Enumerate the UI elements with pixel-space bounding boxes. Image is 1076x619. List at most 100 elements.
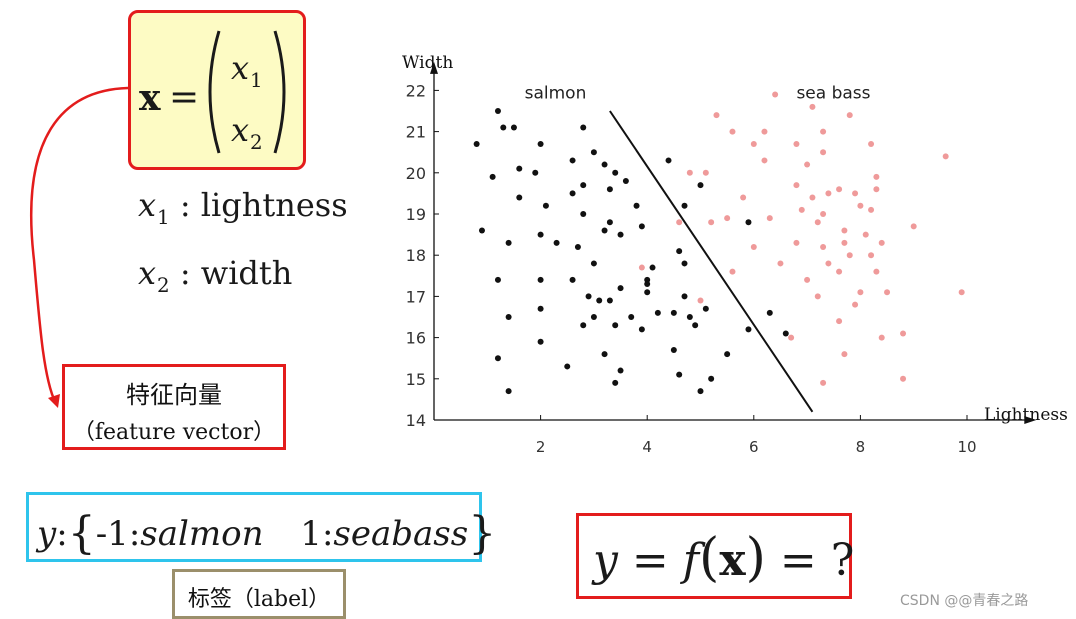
salmon-point <box>612 379 619 386</box>
salmon-series <box>473 108 789 395</box>
seabass-point <box>942 153 949 160</box>
seabass-point <box>638 264 645 271</box>
salmon-point <box>489 173 496 180</box>
feature-1-var: x <box>138 186 157 224</box>
seabass-point <box>750 140 757 147</box>
seabass-point <box>841 239 848 246</box>
seabass-point <box>878 334 885 341</box>
vector-x-symbol: x <box>139 77 161 119</box>
y-tick-label: 22 <box>406 81 426 100</box>
x-tick-label: 4 <box>642 438 652 456</box>
salmon-point <box>494 355 501 362</box>
neg-one: -1 <box>95 514 129 554</box>
seabass-point <box>761 157 768 164</box>
label-y: y <box>37 514 57 554</box>
salmon-point <box>537 338 544 345</box>
salmon-point <box>564 363 571 370</box>
x-tick-label: 6 <box>749 438 759 456</box>
salmon-point <box>612 169 619 176</box>
seabass-point <box>868 206 875 213</box>
colon-3: : <box>321 514 334 554</box>
x-tick-label: 8 <box>856 438 866 456</box>
salmon-point <box>681 260 688 267</box>
vector-parentheses <box>208 30 286 154</box>
salmon-point <box>638 223 645 230</box>
seabass-point <box>809 103 816 110</box>
seabass-label: seabass <box>333 514 469 554</box>
feature-1-description: x1 : lightness <box>138 186 348 229</box>
seabass-point <box>676 219 683 226</box>
seabass-point <box>814 219 821 226</box>
salmon-point <box>638 326 645 333</box>
seabass-point <box>873 268 880 275</box>
component-2-var: x <box>231 111 250 149</box>
seabass-point <box>708 219 715 226</box>
salmon-point <box>606 219 613 226</box>
pos-one: 1 <box>300 514 322 554</box>
seabass-point <box>820 149 827 156</box>
salmon-point <box>766 309 773 316</box>
salmon-point <box>697 182 704 189</box>
seabass-point <box>836 268 843 275</box>
seabass-point <box>820 243 827 250</box>
y-axis-label: Width <box>402 53 453 73</box>
y-axis-arrow <box>430 61 438 74</box>
salmon-point <box>500 124 507 131</box>
seabass-point <box>900 330 907 337</box>
salmon-point <box>601 351 608 358</box>
seabass-point <box>724 215 731 222</box>
component-1-var: x <box>231 49 250 87</box>
feature-vector-english-label: （feature vector） <box>72 420 276 445</box>
q-y: y <box>593 535 618 586</box>
salmon-point <box>590 149 597 156</box>
seabass-point <box>846 112 853 119</box>
feature-vector-chinese-label: 特征向量 <box>126 381 222 409</box>
seabass-point <box>825 260 832 267</box>
y-tick-label: 19 <box>406 205 426 224</box>
seabass-point <box>750 243 757 250</box>
y-tick-label: 16 <box>406 329 426 348</box>
salmon-point <box>644 276 651 283</box>
seabass-point <box>809 194 816 201</box>
salmon-point <box>670 346 677 353</box>
salmon-point <box>505 388 512 395</box>
q-rparen: ) <box>745 528 766 588</box>
prediction-formula: y = f(x) = ? <box>593 528 854 588</box>
salmon-point <box>670 309 677 316</box>
chart-axes: 2 4 6 8 10 14 15 16 17 18 19 20 21 22 <box>406 61 1037 456</box>
seabass-point <box>852 301 859 308</box>
seabass-point <box>804 161 811 168</box>
salmon-point <box>708 375 715 382</box>
salmon-point <box>692 322 699 329</box>
salmon-point <box>574 243 581 250</box>
salmon-point <box>580 322 587 329</box>
seabass-point <box>841 227 848 234</box>
seabass-point <box>697 297 704 304</box>
seabass-point <box>836 186 843 193</box>
seabass-point <box>729 268 736 275</box>
y-tick-label: 20 <box>406 164 426 183</box>
seabass-point <box>820 211 827 217</box>
salmon-point <box>537 305 544 312</box>
seabass-annotation: sea bass <box>796 84 870 104</box>
feature-2-text: : width <box>179 254 293 292</box>
salmon-point <box>745 326 752 333</box>
y-tick-label: 18 <box>406 246 426 265</box>
q-eq1: = <box>631 535 669 586</box>
seabass-point <box>958 289 965 296</box>
seabass-point <box>702 169 709 176</box>
label-colon: : <box>56 514 68 554</box>
seabass-point <box>873 173 880 180</box>
watermark: CSDN @@青春之路 <box>900 593 1029 609</box>
feature-vector-definition-box: x = x1 x2 <box>128 10 306 170</box>
seabass-point <box>788 334 795 341</box>
salmon-point <box>676 371 683 378</box>
feature-2-description: x2 : width <box>138 254 293 297</box>
seabass-point <box>857 202 864 209</box>
seabass-point <box>841 351 848 358</box>
component-2-sub: 2 <box>250 131 263 155</box>
salmon-point <box>644 281 651 288</box>
salmon-point <box>596 297 603 304</box>
salmon-point <box>569 157 576 164</box>
seabass-point <box>761 128 768 135</box>
